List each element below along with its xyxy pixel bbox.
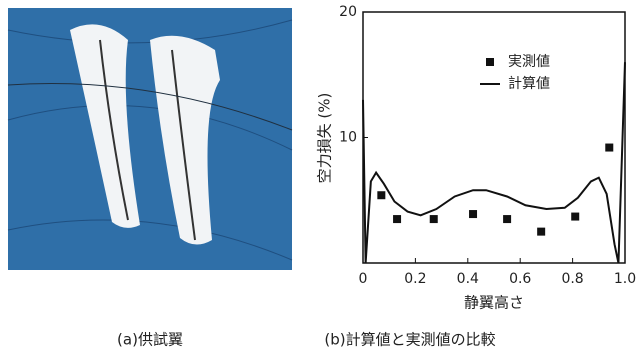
caption: (a)供試翼 <box>117 331 183 349</box>
legend-label: 計算値 <box>508 76 550 92</box>
data-line <box>363 62 625 263</box>
data-point <box>503 215 511 223</box>
data-point <box>393 215 401 223</box>
y-tick-label: 10 <box>339 130 357 146</box>
figure: (b)計算値と実測値の比較 (a)供試翼 静翼高さ 空力損失 (%) 0 0.2 0… <box>0 0 637 354</box>
data-point <box>469 210 477 218</box>
x-tick-label: 0.6 <box>509 271 531 287</box>
data-point <box>430 215 438 223</box>
plot-frame <box>363 12 625 263</box>
data-point <box>605 144 613 152</box>
legend-marker <box>486 58 494 66</box>
x-tick-label: 0 <box>359 271 368 287</box>
x-tick-label: 0.2 <box>404 271 426 287</box>
test-blade-photo <box>8 8 292 270</box>
x-axis-label: 静翼高さ <box>464 294 524 312</box>
y-tick-label: 20 <box>339 4 357 20</box>
data-point <box>537 228 545 236</box>
y-axis-label: 空力損失 (%) <box>316 93 334 184</box>
data-point <box>571 213 579 221</box>
x-tick-label: 1.0 <box>614 271 636 287</box>
x-tick-label: 0.8 <box>561 271 583 287</box>
data-point <box>377 191 385 199</box>
caption: (b)計算値と実測値の比較 <box>324 331 495 349</box>
legend-label: 実測値 <box>508 54 550 70</box>
x-tick-label: 0.4 <box>457 271 479 287</box>
